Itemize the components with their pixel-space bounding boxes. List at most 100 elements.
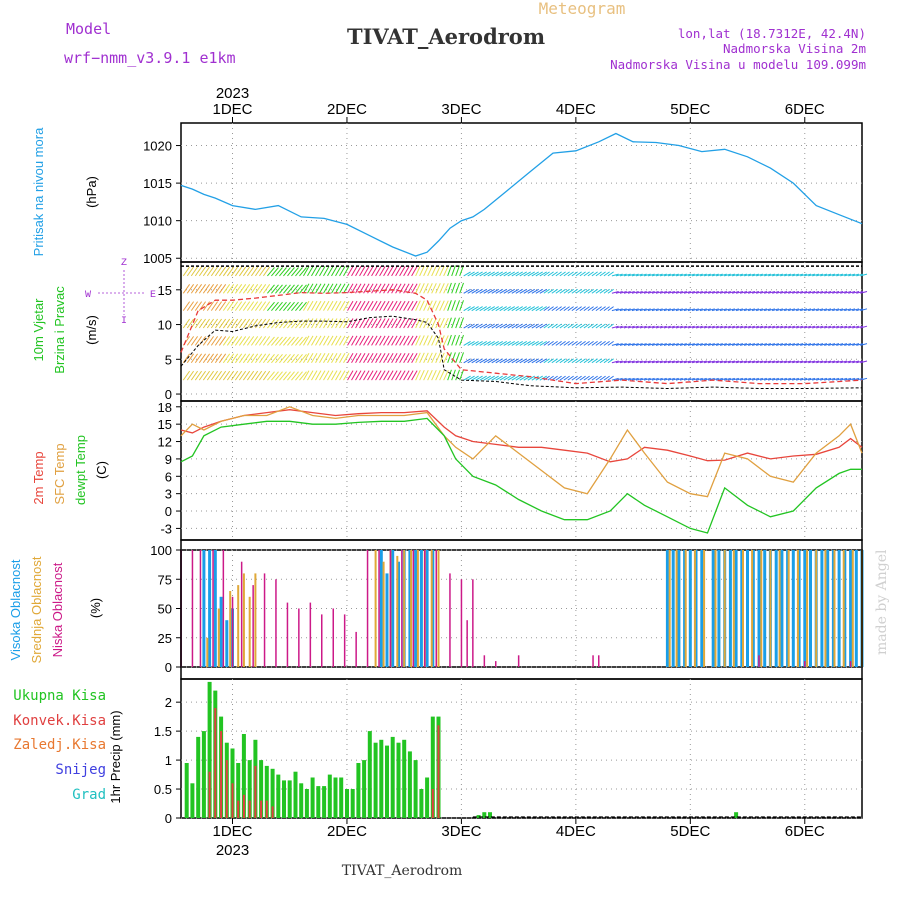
wind-barb [747,308,756,312]
wind-barb [186,318,195,329]
wind-barb [659,360,667,364]
wind-barb [311,370,318,381]
wind-barb [507,375,515,381]
wind-barb [784,343,792,346]
wind-barb [840,308,848,312]
wind-barb [567,358,574,364]
wind-barb [455,317,460,329]
wind-barb [327,352,334,364]
wind-barb [206,318,215,329]
wind-barb [262,284,271,294]
wind-barb [299,371,307,381]
wind-barb [234,266,243,277]
mid-cloud-bar [842,550,845,667]
total-precip-bar [362,760,367,818]
wind-barb [603,288,610,294]
high-cloud-bar [202,550,206,667]
wind-barb [683,377,691,381]
wind-barb [319,335,326,346]
wind-barb [383,318,390,329]
wind-barb [747,325,756,329]
wind-barb [307,300,314,311]
wind-barb [703,291,711,294]
wind-barb [800,325,808,329]
high-cloud-bar [677,550,681,667]
wind-barb [555,340,562,346]
wind-barb [788,273,796,277]
wind-barb [619,308,627,312]
wind-barb [186,266,195,277]
low-cloud-bar [483,655,486,667]
wind-barb [323,283,330,294]
wind-barb [339,300,346,311]
wind-barb [218,284,227,294]
wind-barb [258,336,267,346]
wind-barb [808,291,816,294]
wind-barb [491,340,499,346]
total-precip-bar [350,789,355,818]
wind-barb [756,343,764,346]
convective-precip-bar [231,783,234,819]
wind-barb [575,340,582,346]
wind-barb [295,371,303,381]
wind-barb [495,358,503,364]
y-tick-label: 15 [158,283,172,298]
wind-barb [491,288,499,294]
wind-barb [323,318,330,329]
wind-barb [287,353,295,364]
wind-barb [531,288,539,294]
wind-barb [242,301,251,311]
wind-barb [780,291,788,294]
wind-barb [331,266,338,277]
wind-barb [291,301,299,311]
wind-barb [731,325,740,329]
low-cloud-bar [212,550,214,667]
wind-barb [852,377,860,381]
wind-barb [523,323,531,329]
wind-barb [250,266,259,277]
wind-barb [687,273,695,277]
total-precip-bar [259,760,264,818]
wind-barb [559,306,566,312]
wind-barb [844,343,852,346]
wind-barb [471,271,479,277]
mid-cloud-bar [723,550,726,667]
precip-panel: 0 0.5 1 1.5 2 1hr Precip (mm)Ukupna Kisa Konve… [13,678,863,826]
wind-barb [279,319,287,329]
wind-barb [254,318,263,329]
wind-barb [743,325,752,329]
wind-barb [451,334,456,346]
wind-barb [519,375,527,381]
wind-barb [547,375,554,381]
wind-barb [363,283,370,294]
wind-barb [471,340,479,346]
wind-barb [387,352,394,364]
high-cloud-bar [694,550,698,667]
wind-barb [683,291,691,294]
wind-barb [267,371,275,381]
compass-north: Z [121,258,127,269]
mid-cloud-bar [403,550,406,667]
wind-barb [391,335,398,346]
wind-barb [291,284,299,294]
wind-barb [663,377,671,381]
y-tick-label: 25 [158,631,172,646]
wind-barb [711,343,719,346]
wind-barb [383,266,390,277]
wind-barb [218,336,227,346]
wind-barb [591,306,598,312]
wind-barb [860,308,868,312]
wind-barb [751,360,760,364]
wind-barb [535,271,543,277]
wind-barb [487,375,495,381]
wind-barb [764,360,772,364]
wind-barb [287,336,295,346]
wind-barb [655,377,663,381]
y-tick-label: 75 [158,572,172,587]
wind-barb [447,369,452,381]
wind-barb [303,352,310,364]
wind-barb [411,266,418,277]
wind-barb [475,306,483,312]
wind-barb [439,300,445,311]
total-precip-bar [734,812,739,818]
